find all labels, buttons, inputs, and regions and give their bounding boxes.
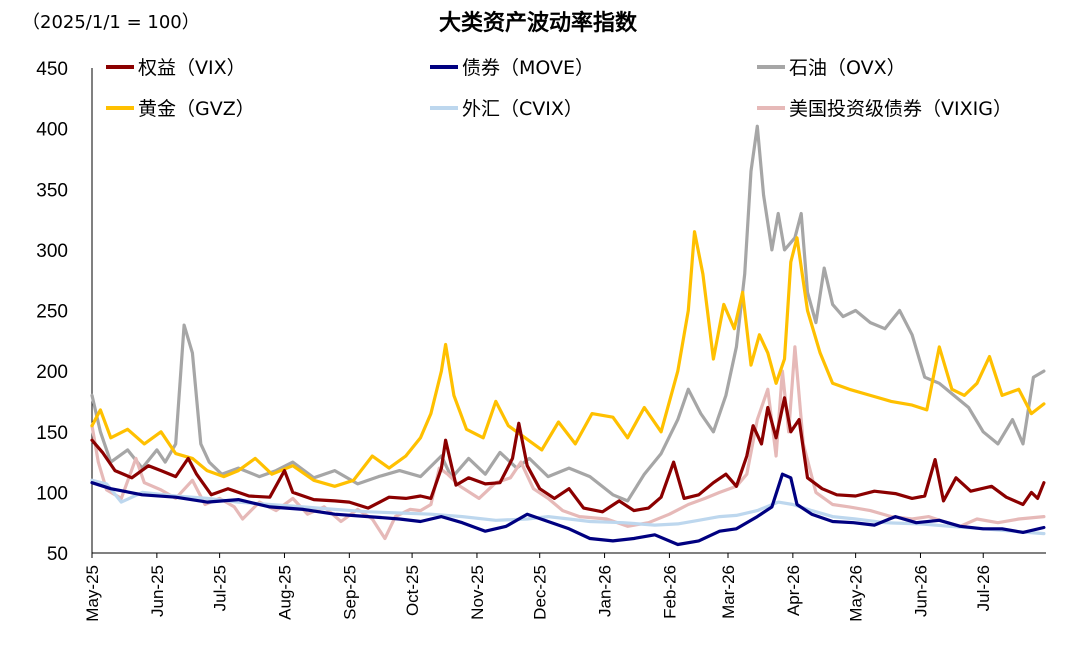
x-tick-label: Sep-25 bbox=[340, 565, 359, 620]
legend-label: 权益（VIX） bbox=[138, 57, 246, 79]
y-tick-label: 50 bbox=[47, 544, 68, 565]
x-tick-label: Apr-26 bbox=[784, 565, 803, 616]
legend-label: 美国投资级债券（VIXIG） bbox=[789, 98, 1012, 120]
y-tick-label: 250 bbox=[36, 302, 68, 323]
series-line bbox=[90, 472, 1046, 547]
x-tick-label: Mar-26 bbox=[719, 565, 738, 619]
x-tick-labels: May-25 Jun-25 Jul-25 Aug-25 Sep-25 Oct-25 Nov-… bbox=[83, 553, 993, 622]
x-tick-label: Dec-25 bbox=[531, 565, 550, 620]
series-lines bbox=[90, 124, 1046, 547]
plot-area: 450 400 350 300 250 200 150 100 50 May-25 Jun-25 J… bbox=[36, 59, 1046, 622]
y-tick-labels: 450 400 350 300 250 200 150 100 50 bbox=[36, 59, 68, 565]
x-tick-label: Jun-26 bbox=[911, 565, 930, 617]
x-tick-label: May-26 bbox=[847, 565, 866, 622]
x-tick-label: Jul-25 bbox=[211, 565, 230, 611]
y-tick-label: 300 bbox=[36, 241, 68, 262]
legend-label: 债券（MOVE） bbox=[462, 57, 594, 79]
series-line bbox=[90, 478, 1046, 536]
legend-label: 黄金（GVZ） bbox=[138, 98, 255, 120]
chart-subtitle: （2025/1/1 = 100） bbox=[22, 12, 200, 33]
y-tick-label: 100 bbox=[36, 483, 68, 504]
series-line bbox=[90, 124, 1046, 503]
x-tick-label: Feb-26 bbox=[660, 565, 679, 619]
y-tick-label: 400 bbox=[36, 120, 68, 141]
y-tick-label: 450 bbox=[36, 59, 68, 80]
x-tick-label: Jan-26 bbox=[596, 565, 615, 617]
legend: 权益（VIX） 债券（MOVE） 石油（OVX） 黄金（GVZ） 外汇（CVIX） 美国投… bbox=[106, 57, 1012, 120]
series-line bbox=[90, 396, 1046, 514]
y-tick-label: 200 bbox=[36, 362, 68, 383]
chart-title: 大类资产波动率指数 bbox=[439, 10, 638, 36]
legend-label: 石油（OVX） bbox=[789, 57, 906, 79]
x-tick-label: Nov-25 bbox=[468, 565, 487, 620]
legend-label: 外汇（CVIX） bbox=[462, 98, 583, 120]
x-tick-label: Aug-25 bbox=[275, 565, 294, 620]
y-tick-label: 150 bbox=[36, 423, 68, 444]
x-tick-label: Jun-25 bbox=[148, 565, 167, 617]
x-tick-label: Jul-26 bbox=[974, 565, 993, 611]
series-line bbox=[90, 345, 1046, 541]
series-line bbox=[90, 230, 1046, 488]
x-tick-label: May-25 bbox=[83, 565, 102, 622]
x-tick-label: Oct-25 bbox=[403, 565, 422, 616]
y-tick-label: 350 bbox=[36, 180, 68, 201]
